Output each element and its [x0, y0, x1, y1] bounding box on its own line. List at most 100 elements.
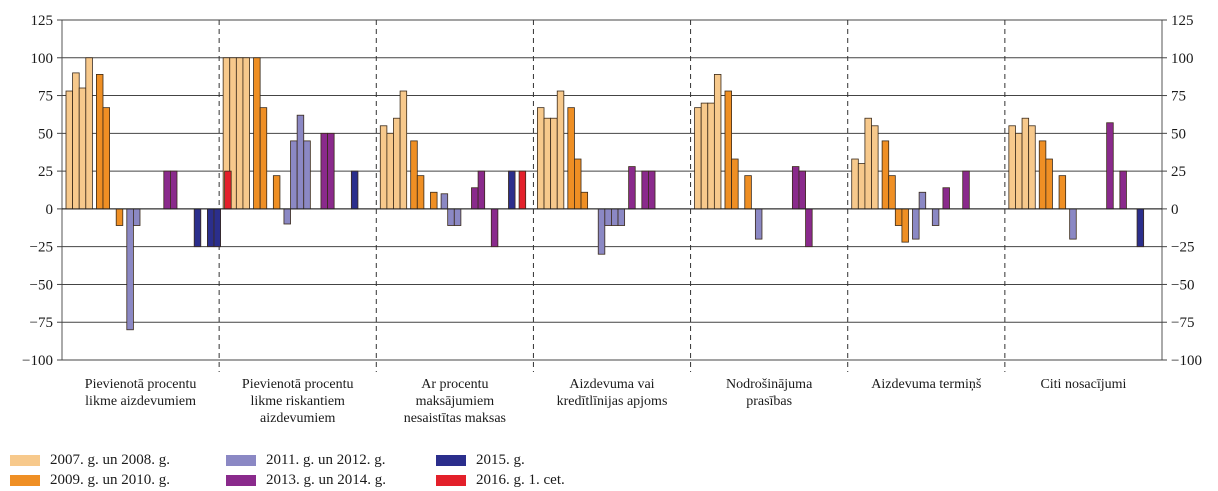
legend-label: 2015. g. [476, 451, 525, 468]
bar [242, 57, 250, 210]
bar [85, 57, 93, 210]
bar [1038, 140, 1047, 210]
category-label: Aizdevuma vai [569, 377, 654, 392]
bar [235, 57, 244, 210]
category-label: kredītlīnijas apjoms [557, 394, 668, 409]
bar [440, 193, 449, 210]
bar [1008, 125, 1016, 210]
bar [744, 175, 752, 210]
bar [537, 107, 545, 210]
bar [543, 117, 552, 210]
bar [894, 208, 903, 226]
category-label: likme riskantiem [250, 394, 345, 409]
y-tick-label-left: 125 [31, 13, 54, 29]
bar [518, 170, 527, 210]
bar [399, 90, 408, 210]
legend-swatch [436, 474, 466, 486]
y-tick-label-right: 50 [1171, 126, 1186, 142]
category-label: Ar procentu [421, 377, 488, 392]
bar [490, 208, 499, 248]
bar [96, 74, 104, 210]
legend-item: 2013. g. un 2014. g. [226, 471, 436, 489]
bar [641, 170, 649, 210]
y-tick-label-right: −100 [1171, 353, 1202, 369]
y-tick-label-right: 125 [1171, 13, 1194, 29]
y-tick-label-left: −50 [30, 277, 53, 293]
bar [881, 140, 890, 210]
bar [912, 208, 920, 240]
bar [1119, 170, 1127, 210]
bar [754, 208, 763, 240]
bar [597, 208, 606, 255]
bar [798, 170, 806, 210]
bar [1058, 175, 1067, 210]
bar [1015, 132, 1023, 210]
legend-label: 2016. g. 1. cet. [476, 471, 565, 488]
y-tick-label-right: 25 [1171, 164, 1186, 180]
bar [259, 107, 268, 210]
bar [393, 117, 401, 210]
bar [193, 208, 202, 248]
bar [574, 158, 582, 210]
bar [213, 208, 221, 248]
bar [163, 170, 171, 210]
bar [1045, 158, 1053, 210]
bar [303, 140, 311, 210]
bar [1106, 122, 1114, 210]
bar [253, 57, 261, 210]
category-label: Nodrošinājuma [726, 377, 813, 392]
y-tick-label-right: 0 [1171, 202, 1179, 218]
bar [707, 102, 715, 210]
legend-label: 2011. g. un 2012. g. [266, 451, 386, 468]
bar [386, 132, 394, 210]
bar [471, 187, 479, 210]
category-label: Pievienotā procentu [242, 377, 354, 392]
category-label: aizdevumiem [260, 411, 336, 426]
bar [350, 170, 359, 210]
bar [126, 208, 134, 331]
bank-lending-conditions-chart: 125 125 100 100 75 75 50 50 25 25 0 0 −25 −25 −50 −50 −7… [22, 13, 1202, 426]
bar [942, 187, 950, 210]
bar [694, 107, 702, 210]
bar [1021, 117, 1030, 210]
bar [206, 208, 215, 248]
legend-swatch [10, 454, 40, 466]
bar [320, 132, 328, 210]
bar [72, 72, 80, 210]
chart-legend: 2007. g. un 2008. g. 2011. g. un 2012. g.… [10, 451, 596, 489]
y-tick-label-left: 100 [31, 51, 54, 67]
legend-swatch [226, 454, 256, 466]
bar [617, 208, 626, 226]
bar [628, 166, 636, 210]
bar [508, 170, 516, 210]
legend-label: 2013. g. un 2014. g. [266, 471, 386, 488]
legend-label: 2009. g. un 2010. g. [50, 471, 170, 488]
category-label: Aizdevuma termiņš [871, 377, 982, 392]
bar [580, 191, 589, 210]
bar [931, 208, 940, 226]
bar [567, 107, 575, 210]
legend-item: 2011. g. un 2012. g. [226, 451, 436, 469]
bar [78, 87, 87, 210]
bar [416, 175, 425, 210]
bar [169, 170, 178, 210]
y-tick-label-left: −75 [30, 315, 53, 331]
bar [724, 90, 732, 210]
y-tick-label-right: 75 [1171, 89, 1186, 105]
legend-swatch [10, 474, 40, 486]
bar [115, 208, 124, 226]
legend-item: 2007. g. un 2008. g. [10, 451, 226, 469]
y-tick-label-left: 75 [38, 89, 53, 105]
bar [410, 140, 418, 210]
y-tick-label-right: −25 [1171, 240, 1194, 256]
category-label: maksājumiem [416, 394, 495, 409]
bar [272, 175, 281, 210]
bar [791, 166, 800, 210]
bar [713, 74, 722, 210]
y-tick-label-left: 25 [38, 164, 53, 180]
category-label: prasības [746, 394, 792, 409]
bar [550, 117, 558, 210]
category-label: Citi nosacījumi [1040, 377, 1126, 392]
bar [132, 208, 141, 226]
bar [1136, 208, 1145, 248]
